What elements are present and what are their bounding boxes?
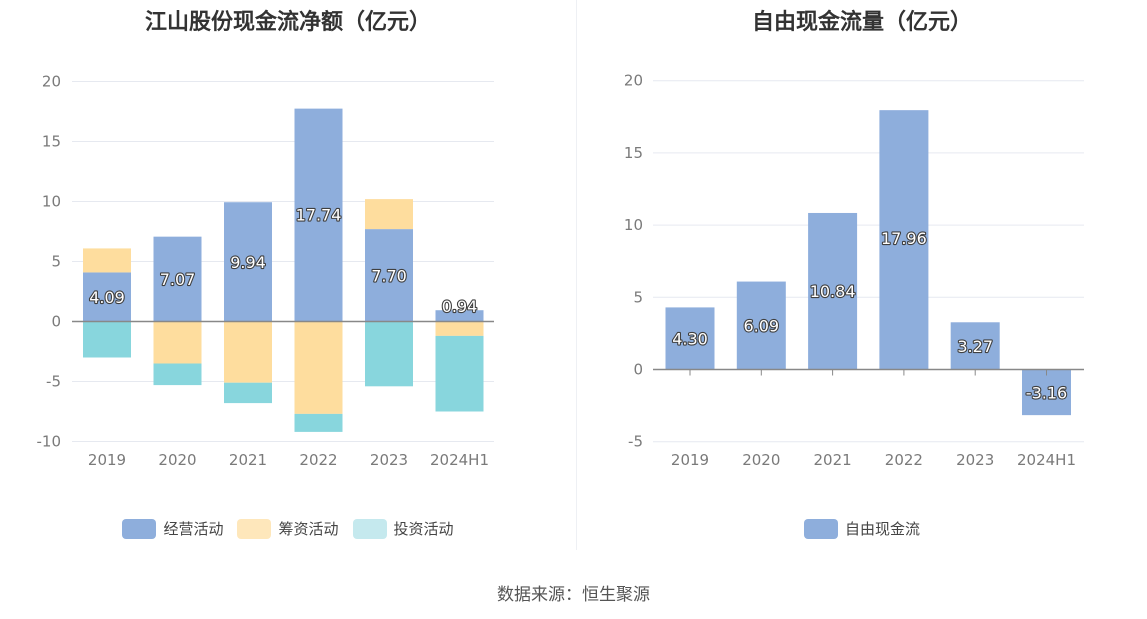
bar-free-cash	[808, 212, 858, 370]
x-tick-label: 2022	[885, 451, 923, 469]
y-tick-label: 0	[51, 313, 61, 331]
bar-financing	[83, 248, 131, 273]
panel-divider	[576, 0, 577, 550]
legend-item-free-cash[interactable]: 自由现金流	[803, 518, 920, 539]
data-label-operating: 7.07	[160, 270, 196, 289]
bar-operating	[294, 108, 343, 322]
x-tick-label: 2023	[370, 451, 408, 469]
bar-financing	[365, 199, 413, 230]
legend-swatch-free-cash	[803, 518, 838, 539]
y-tick-label: 5	[633, 288, 643, 306]
bar-financing	[153, 321, 202, 364]
bar-investing	[365, 321, 413, 387]
data-label-operating: 7.70	[371, 266, 407, 285]
bar-investing	[224, 382, 272, 404]
legend-item-operating[interactable]: 经营活动	[122, 518, 223, 539]
y-tick-label: -5	[46, 373, 61, 391]
data-label-free-cash: 17.96	[881, 229, 927, 248]
bar-financing	[294, 321, 343, 414]
bar-free-cash	[1022, 369, 1071, 416]
x-tick-label: 2020	[742, 451, 780, 469]
bar-free-cash	[736, 281, 786, 370]
x-tick-label: 2019	[671, 451, 709, 469]
legend-label-operating: 经营活动	[163, 520, 224, 538]
free-cashflow-chart-panel: 自由现金流量（亿元） 20 15 10 5 0 -5 4.30 6.09 10.84 17.96 3…	[577, 0, 1147, 560]
x-tick-label: 2021	[814, 451, 852, 469]
bar-operating	[153, 236, 202, 322]
x-tick-label: 2022	[299, 451, 337, 469]
data-label-free-cash: 3.27	[957, 337, 993, 356]
y-tick-label: 15	[624, 144, 643, 162]
legend-swatch-financing	[237, 518, 272, 539]
y-tick-label: 20	[624, 72, 643, 90]
y-tick-label: 10	[624, 216, 643, 234]
bar-operating	[435, 310, 484, 322]
x-tick-label: 2021	[229, 451, 267, 469]
bar-investing	[153, 363, 202, 386]
legend-label-financing: 筹资活动	[278, 520, 339, 538]
x-tick-label: 2020	[158, 451, 196, 469]
x-tick-label: 2024H1	[430, 451, 489, 469]
x-tick-label: 2019	[88, 451, 126, 469]
free-cashflow-legend: 自由现金流	[577, 518, 1147, 539]
data-label-free-cash: -3.16	[1026, 383, 1067, 402]
cashflow-chart-title: 江山股份现金流净额（亿元）	[144, 10, 431, 35]
data-label-operating: 4.09	[89, 288, 125, 307]
legend-swatch-operating	[122, 518, 157, 539]
legend-label-free-cash: 自由现金流	[844, 520, 920, 538]
y-tick-label: -10	[37, 433, 62, 451]
legend-item-investing[interactable]: 投资活动	[352, 518, 454, 539]
data-source-note: 数据来源：恒生聚源	[497, 585, 650, 605]
data-label-operating: 9.94	[230, 253, 266, 272]
cashflow-chart-panel: 江山股份现金流净额（亿元） 20 15 10 5 0 -5 -10 4.09 7.07 9.94 1…	[0, 0, 576, 560]
data-label-operating: 0.94	[442, 297, 478, 316]
bar-financing	[435, 321, 484, 336]
bar-free-cash	[879, 110, 929, 370]
bar-investing	[294, 413, 343, 432]
y-tick-label: 10	[42, 193, 61, 211]
free-cashflow-chart-svg: 20 15 10 5 0 -5 4.30 6.09 10.84 17.96 3.27 -3.16 201…	[624, 72, 1084, 469]
y-tick-label: 5	[51, 253, 61, 271]
y-tick-label: 15	[42, 133, 61, 151]
data-label-free-cash: 10.84	[810, 282, 856, 301]
data-label-operating: 17.74	[296, 206, 342, 225]
cashflow-legend: 经营活动 筹资活动 投资活动	[0, 518, 576, 539]
free-cashflow-chart-title: 自由现金流量（亿元）	[751, 10, 972, 35]
bar-investing	[435, 335, 484, 412]
legend-label-investing: 投资活动	[393, 520, 454, 538]
x-tick-label: 2024H1	[1017, 451, 1076, 469]
data-label-free-cash: 6.09	[743, 317, 779, 336]
y-tick-label: -5	[628, 433, 643, 451]
bar-financing	[224, 321, 272, 383]
data-label-free-cash: 4.30	[672, 329, 708, 348]
bar-investing	[83, 321, 131, 358]
bar-free-cash	[950, 322, 1000, 370]
y-tick-label: 20	[42, 73, 61, 91]
x-tick-label: 2023	[956, 451, 994, 469]
legend-item-financing[interactable]: 筹资活动	[237, 518, 339, 539]
bar-free-cash	[665, 307, 715, 370]
cashflow-chart-svg: 20 15 10 5 0 -5 -10 4.09 7.07 9.94 17.74 7.70 0.94 20…	[37, 73, 494, 469]
bar-operating	[365, 229, 413, 322]
bar-operating	[224, 202, 272, 322]
legend-swatch-investing	[352, 518, 387, 539]
y-tick-label: 0	[633, 361, 643, 379]
bar-operating	[83, 272, 131, 322]
